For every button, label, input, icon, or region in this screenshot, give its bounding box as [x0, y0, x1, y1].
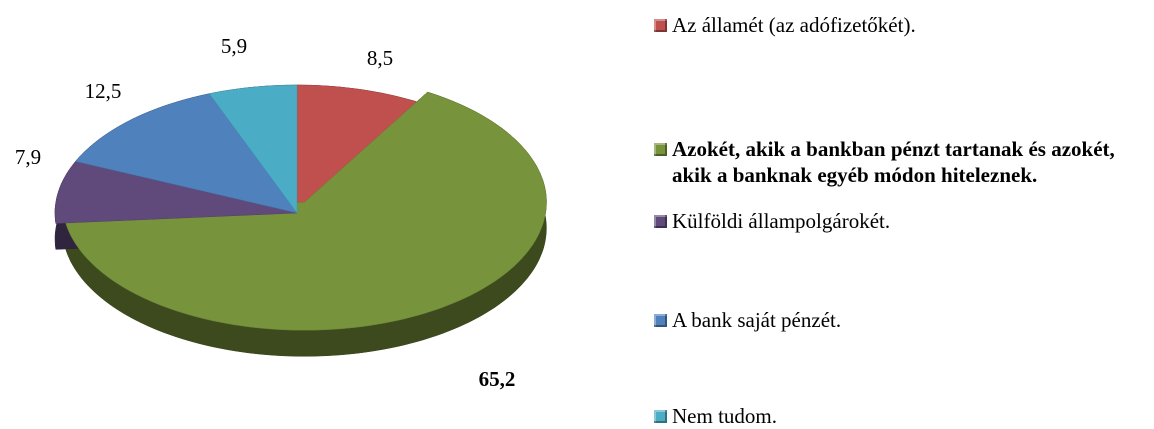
legend-item: A bank saját pénzét.	[652, 307, 1152, 333]
legend-key	[654, 410, 667, 423]
slice	[62, 91, 547, 331]
data-label: 8,5	[367, 46, 393, 70]
slice	[75, 93, 298, 214]
legend-label: Nem tudom.	[672, 404, 777, 428]
legend-item: Külföldi állampolgárokét.	[652, 208, 1152, 234]
legend-label: Azokét, akik a bankban pénzt tartanak és…	[672, 137, 1115, 187]
slice	[208, 84, 298, 214]
slice	[296, 84, 421, 214]
chart: 8,5 65,2 7,9 12,5 5,9	[15, 34, 547, 391]
legend-item: Nem tudom.	[652, 403, 1152, 429]
legend-key	[654, 143, 667, 156]
legend-label: Külföldi állampolgárokét.	[672, 209, 891, 233]
slice	[54, 161, 298, 224]
legend: Az államét (az adófizetőkét). Azokét, aki…	[652, 0, 1152, 428]
legend-label: Az államét (az adófizetőkét).	[672, 13, 916, 37]
legend-key	[654, 314, 667, 327]
data-label: 7,9	[15, 145, 41, 169]
legend-key	[654, 19, 667, 32]
data-label: 5,9	[221, 34, 247, 58]
legend-item: Azokét, akik a bankban pénzt tartanak és…	[652, 136, 1152, 188]
legend-key	[654, 215, 667, 228]
legend-label: A bank saját pénzét.	[672, 308, 842, 332]
data-label: 12,5	[85, 79, 122, 103]
data-label: 65,2	[479, 367, 516, 391]
legend-item: Az államét (az adófizetőkét).	[652, 12, 1152, 38]
